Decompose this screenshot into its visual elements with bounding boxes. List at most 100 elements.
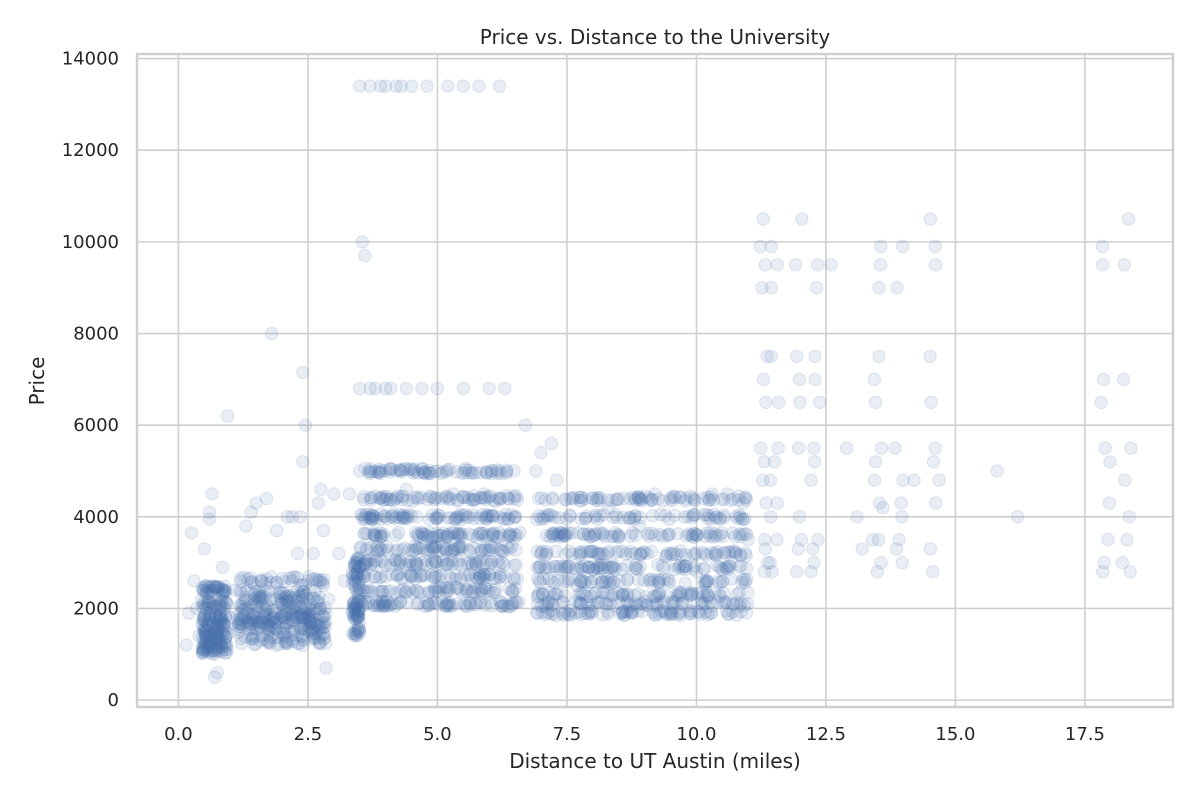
scatter-point: [376, 543, 390, 557]
scatter-point: [249, 637, 263, 651]
scatter-point: [256, 598, 270, 613]
scatter-point: [248, 622, 262, 637]
scatter-point: [348, 598, 363, 612]
scatter-point: [199, 630, 213, 644]
scatter-point: [496, 544, 510, 558]
scatter-point: [705, 487, 719, 501]
scatter-point: [441, 79, 455, 93]
scatter-point: [219, 646, 234, 660]
scatter-point: [292, 636, 307, 651]
scatter-point: [306, 546, 320, 561]
scatter-point: [932, 473, 946, 487]
scatter-point: [208, 644, 223, 658]
scatter-point: [738, 512, 752, 526]
scatter-point: [375, 594, 389, 609]
scatter-point: [789, 565, 804, 579]
scatter-point: [923, 349, 937, 364]
scatter-point: [351, 589, 365, 603]
scatter-point: [192, 629, 206, 643]
scatter-point: [257, 605, 272, 619]
scatter-point: [214, 612, 228, 626]
scatter-point: [215, 583, 229, 597]
scatter-point: [240, 615, 255, 629]
scatter-point: [276, 627, 290, 641]
scatter-point: [378, 595, 393, 609]
scatter-point: [261, 621, 276, 635]
scatter-point: [199, 583, 214, 598]
scatter-point: [212, 636, 226, 651]
y-axis-label: Price: [25, 357, 49, 406]
scatter-point: [196, 645, 210, 659]
scatter-point: [505, 597, 519, 611]
scatter-point: [207, 631, 221, 645]
scatter-point: [247, 615, 262, 629]
scatter-point: [346, 597, 361, 611]
scatter-point: [574, 573, 588, 588]
scatter-point: [723, 545, 737, 560]
scatter-point: [264, 593, 278, 607]
scatter-point: [351, 575, 365, 589]
scatter-point: [508, 531, 522, 545]
scatter-point: [808, 455, 822, 469]
scatter-point: [352, 622, 367, 636]
scatter-point: [233, 606, 248, 620]
scatter-point: [297, 633, 311, 648]
scatter-point: [302, 608, 316, 622]
scatter-point: [428, 583, 442, 597]
scatter-point: [763, 473, 778, 487]
scatter-point: [454, 530, 468, 544]
scatter-point: [277, 575, 291, 589]
scatter-point: [1010, 510, 1025, 524]
scatter-point: [665, 547, 679, 561]
scatter-point: [868, 395, 883, 409]
scatter-point: [372, 464, 386, 479]
scatter-point: [293, 610, 308, 624]
scatter-point: [628, 510, 642, 524]
scatter-point: [347, 608, 362, 623]
scatter-point: [348, 559, 362, 573]
scatter-point: [196, 623, 211, 637]
scatter-point: [247, 617, 261, 632]
scatter-point: [282, 616, 296, 630]
scatter-point: [758, 533, 772, 547]
scatter-point: [207, 643, 222, 658]
scatter-point: [205, 643, 219, 657]
scatter-point: [552, 559, 566, 574]
scatter-point: [285, 614, 300, 628]
scatter-point: [254, 613, 268, 628]
scatter-point: [353, 626, 367, 640]
scatter-point: [654, 604, 669, 618]
scatter-point: [533, 560, 548, 574]
scatter-point: [198, 579, 212, 593]
scatter-point: [279, 603, 294, 617]
scatter-point: [260, 600, 275, 614]
scatter-point: [214, 613, 229, 627]
scatter-point: [198, 614, 213, 629]
scatter-point: [207, 599, 221, 613]
scatter-point: [355, 583, 370, 598]
scatter-point: [203, 608, 218, 623]
scatter-point: [318, 619, 332, 634]
scatter-point: [201, 594, 215, 609]
scatter-point: [296, 365, 310, 380]
scatter-point: [223, 610, 237, 625]
scatter-point: [248, 584, 262, 599]
scatter-point: [231, 625, 246, 639]
scatter-point: [265, 613, 279, 627]
scatter-point: [633, 547, 648, 561]
scatter-point: [293, 600, 308, 614]
scatter-point: [265, 326, 279, 341]
scatter-point: [506, 571, 521, 585]
scatter-point: [295, 638, 310, 653]
scatter-point: [219, 631, 233, 645]
scatter-point: [652, 586, 667, 600]
scatter-point: [928, 258, 943, 272]
scatter-point: [296, 632, 310, 646]
scatter-point: [352, 594, 366, 608]
scatter-point: [311, 595, 326, 610]
scatter-point: [348, 601, 362, 615]
scatter-point: [260, 613, 275, 627]
scatter-point: [301, 624, 315, 638]
scatter-point: [286, 635, 300, 649]
scatter-point: [209, 637, 224, 651]
